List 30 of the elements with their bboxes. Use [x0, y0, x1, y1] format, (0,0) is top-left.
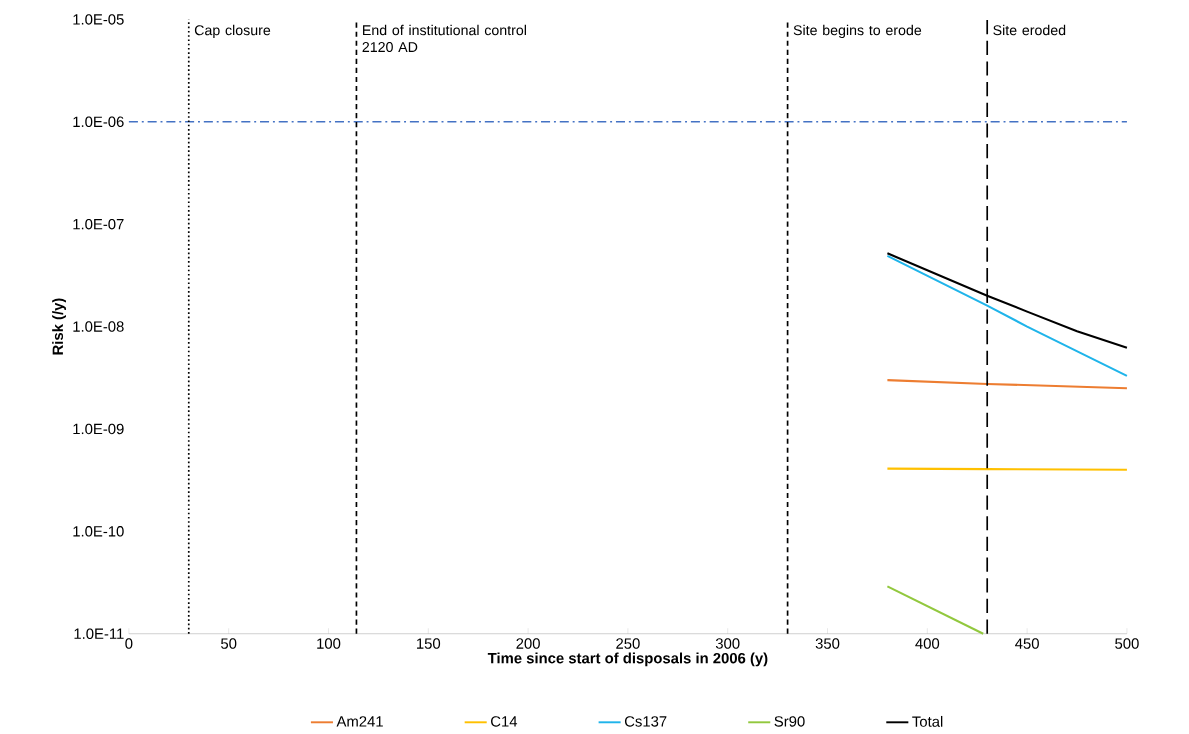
y-axis-title: Risk (/y) [52, 298, 66, 355]
x-tick-label: 150 [417, 638, 441, 649]
x-tick-label: 500 [1115, 638, 1139, 649]
ref-line-label: Site eroded [993, 24, 1066, 36]
line-series [886, 254, 1128, 377]
x-tick-label: 250 [616, 638, 640, 649]
legend-label: C14 [491, 716, 518, 727]
y-tick-label: 1.0E-06 [73, 116, 124, 128]
legend-label: Sr90 [774, 716, 805, 727]
ref-line-label: Cap closure [194, 24, 271, 39]
legend-label: Cs137 [624, 716, 667, 727]
x-tick-label: 200 [516, 638, 540, 649]
legend-label: Am241 [336, 716, 383, 727]
legend-label: Total [912, 716, 943, 727]
y-tick-label: 1.0E-10 [73, 526, 124, 537]
x-tick-label: 50 [221, 638, 237, 649]
y-tick-label: 1.0E-11 [74, 628, 124, 640]
x-axis-title: Time since start of disposals in 2006 (y) [487, 652, 768, 667]
y-tick-label: 1.0E-08 [73, 321, 124, 332]
y-tick-label: 1.0E-07 [73, 219, 124, 230]
y-tick-label: 1.0E-09 [73, 423, 124, 435]
ref-line-label: End of institutional control 2120 AD [362, 24, 526, 53]
x-tick-label: 100 [317, 638, 341, 649]
x-tick-label: 350 [815, 638, 840, 649]
x-tick-label: 400 [915, 638, 940, 649]
x-tick-label: 450 [1015, 638, 1039, 649]
x-tick-label: 300 [715, 638, 740, 649]
x-tick-label: 0 [125, 638, 133, 649]
ref-line-label: Site begins to erode [793, 24, 922, 39]
y-tick-label: 1.0E-05 [73, 14, 124, 25]
